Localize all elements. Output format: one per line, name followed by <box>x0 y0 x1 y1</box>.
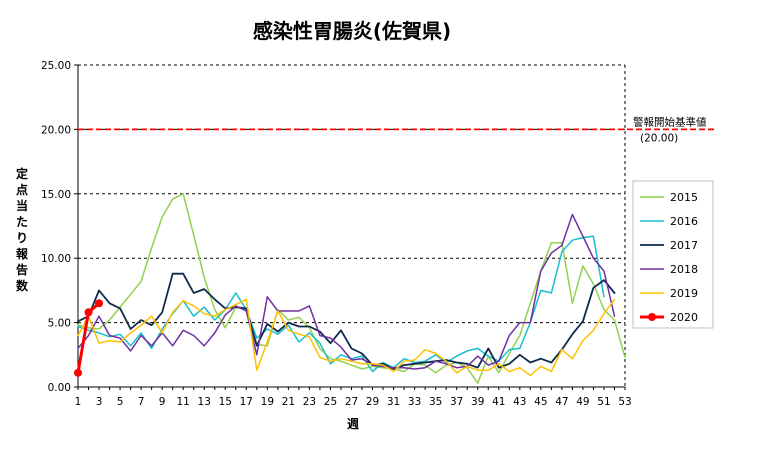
x-tick-label: 17 <box>240 396 253 408</box>
legend-label-2018: 2018 <box>670 263 698 276</box>
x-tick-label: 25 <box>324 396 337 408</box>
chart-title: 感染性胃腸炎(佐賀県) <box>253 19 451 43</box>
legend: 2015 2016 2017 2018 2019 2020 <box>632 180 714 329</box>
y-tick-label: 20.00 <box>41 124 71 136</box>
x-tick-label: 33 <box>408 396 421 408</box>
y-axis-title-char: 告 <box>16 262 28 277</box>
y-axis-title-char: り <box>16 231 28 245</box>
legend-label-2019: 2019 <box>670 287 698 300</box>
x-axis-title: 週 <box>347 416 359 431</box>
x-tick-label: 15 <box>219 396 232 408</box>
x-tick-label: 43 <box>513 396 526 408</box>
y-tick-label: 0.00 <box>48 382 71 394</box>
y-axis-title-char: 当 <box>16 198 28 213</box>
y-tick-label: 25.00 <box>41 60 71 72</box>
legend-label-2017: 2017 <box>670 239 698 252</box>
x-tick-label: 3 <box>96 396 103 408</box>
legend-box <box>632 180 714 329</box>
y-axis-title-char: 点 <box>16 182 28 197</box>
legend-label-2020: 2020 <box>670 311 698 324</box>
x-tick-label: 7 <box>138 396 145 408</box>
x-tick-label: 37 <box>450 396 463 408</box>
threshold-label: 警報開始基準値 <box>633 115 707 128</box>
x-tick-label: 21 <box>282 396 295 408</box>
x-tick-label: 19 <box>261 396 274 408</box>
x-tick-label: 31 <box>387 396 400 408</box>
x-tick-label: 53 <box>618 396 631 408</box>
x-tick-label: 27 <box>345 396 358 408</box>
x-tick-label: 5 <box>117 396 124 408</box>
y-axis-title-char: た <box>16 215 28 229</box>
x-tick-label: 23 <box>303 396 316 408</box>
series-line-2018 <box>77 213 616 370</box>
legend-marker-2020 <box>648 313 656 321</box>
x-tick-label: 11 <box>177 396 190 408</box>
threshold-value-label: (20.00) <box>640 132 678 144</box>
grid-lines <box>77 64 626 388</box>
y-tick-label: 15.00 <box>41 189 71 201</box>
x-tick-label: 1 <box>75 396 82 408</box>
series-line-2019 <box>77 298 616 377</box>
y-axis-title-char: 数 <box>16 278 29 293</box>
y-axis: 0.00 5.00 10.00 15.00 20.00 25.00 <box>41 60 78 394</box>
y-tick-label: 5.00 <box>48 318 71 330</box>
x-tick-label: 13 <box>198 396 211 408</box>
series-point-2020 <box>95 299 104 308</box>
y-axis-title-char: 報 <box>16 246 29 261</box>
series-line-2016 <box>77 235 605 373</box>
x-tick-label: 45 <box>534 396 547 408</box>
series-group <box>74 193 626 384</box>
x-tick-label: 47 <box>555 396 568 408</box>
series-point-2020 <box>74 368 82 377</box>
x-tick-label: 49 <box>576 396 589 408</box>
y-tick-label: 10.00 <box>41 253 71 265</box>
x-tick-label: 29 <box>366 396 379 408</box>
threshold-line-group: 警報開始基準値 (20.00) <box>78 115 715 144</box>
y-axis-title-char: 定 <box>16 166 28 181</box>
x-tick-label: 35 <box>429 396 442 408</box>
x-tick-label: 51 <box>597 396 610 408</box>
legend-label-2015: 2015 <box>670 191 698 204</box>
series-line-2015 <box>77 193 626 384</box>
series-point-2020 <box>84 308 93 317</box>
legend-label-2016: 2016 <box>670 215 698 228</box>
x-axis: 1 3 5 7 9 11 13 15 17 19 21 23 25 27 29 31 33 35 37 39 41 43 4… <box>75 387 632 408</box>
series-line-2017 <box>77 272 616 370</box>
x-tick-label: 39 <box>471 396 484 408</box>
x-tick-label: 41 <box>492 396 505 408</box>
x-tick-label: 9 <box>159 396 166 408</box>
